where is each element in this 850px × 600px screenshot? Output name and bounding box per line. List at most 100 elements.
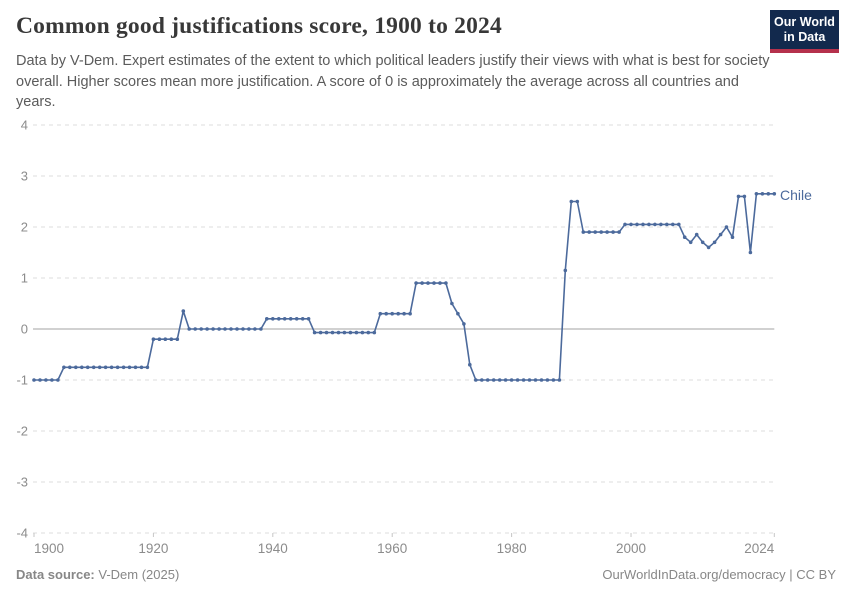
entity-label-chile[interactable]: Chile [780,187,812,203]
data-point-1933[interactable] [229,327,233,331]
data-point-1919[interactable] [145,365,150,370]
data-point-1936[interactable] [247,327,251,331]
data-point-1928[interactable] [199,327,203,331]
data-point-1913[interactable] [109,365,114,370]
data-point-1948[interactable] [318,330,323,335]
data-point-1908[interactable] [80,365,84,370]
data-point-2005[interactable] [659,222,663,227]
data-point-1976[interactable] [485,378,490,382]
data-point-1990[interactable] [569,199,574,204]
data-point-2024[interactable] [772,192,777,196]
data-point-2013[interactable] [706,245,711,250]
data-point-1985[interactable] [539,378,544,382]
data-point-2021[interactable] [754,192,759,196]
data-point-1951[interactable] [336,330,341,335]
data-point-1930[interactable] [211,327,215,331]
data-point-1904[interactable] [56,378,60,382]
data-point-1974[interactable] [474,378,478,382]
data-point-1900[interactable] [32,378,36,382]
data-point-1907[interactable] [74,365,78,370]
data-point-2006[interactable] [665,222,669,227]
data-point-1927[interactable] [193,327,197,331]
data-point-1954[interactable] [354,330,359,335]
data-point-1973[interactable] [468,362,472,367]
data-point-1938[interactable] [259,327,263,331]
data-point-1967[interactable] [432,281,436,285]
data-point-2016[interactable] [724,225,729,229]
data-point-1915[interactable] [121,365,126,370]
data-point-1959[interactable] [384,311,389,316]
data-point-1981[interactable] [515,378,520,382]
data-point-1944[interactable] [294,317,299,321]
data-point-1932[interactable] [223,327,227,331]
data-point-2014[interactable] [712,240,717,245]
data-point-1905[interactable] [62,365,66,370]
owid-logo[interactable]: Our World in Data [770,10,839,53]
data-point-1970[interactable] [450,301,454,306]
data-point-1958[interactable] [378,311,383,316]
data-point-1912[interactable] [103,365,108,370]
data-point-1996[interactable] [605,230,609,234]
data-point-1920[interactable] [151,337,156,342]
data-point-1942[interactable] [282,317,287,321]
data-point-1963[interactable] [408,311,412,316]
data-point-1941[interactable] [277,317,281,321]
data-point-2012[interactable] [700,240,705,245]
data-point-1922[interactable] [163,337,168,342]
data-point-1995[interactable] [599,230,603,234]
data-point-1992[interactable] [581,230,586,234]
data-point-2015[interactable] [718,232,723,237]
data-point-1961[interactable] [396,311,401,316]
data-point-1914[interactable] [115,365,120,370]
data-point-1934[interactable] [235,327,239,331]
data-point-1972[interactable] [462,322,466,326]
data-point-1935[interactable] [241,327,245,331]
data-point-1945[interactable] [300,317,305,321]
data-point-2018[interactable] [736,194,741,199]
data-point-1902[interactable] [44,378,48,382]
data-point-2022[interactable] [760,192,765,196]
data-point-1986[interactable] [545,378,550,382]
data-point-1929[interactable] [205,327,209,331]
data-point-1982[interactable] [521,378,526,382]
data-point-2001[interactable] [635,222,639,227]
data-point-1962[interactable] [402,311,406,316]
data-point-1960[interactable] [390,311,395,316]
data-point-1997[interactable] [611,230,615,234]
data-point-2002[interactable] [641,222,645,227]
data-point-1975[interactable] [480,378,484,382]
data-point-2020[interactable] [748,250,753,255]
data-point-1994[interactable] [593,230,597,234]
data-point-2003[interactable] [647,222,651,227]
data-point-1917[interactable] [133,365,138,370]
data-point-1903[interactable] [50,378,54,382]
data-point-1952[interactable] [342,330,347,335]
data-point-1943[interactable] [288,317,293,321]
data-point-1989[interactable] [563,268,568,273]
data-point-1977[interactable] [491,378,496,382]
data-point-1901[interactable] [38,378,42,382]
data-point-1924[interactable] [175,337,180,342]
data-point-1983[interactable] [527,378,532,382]
chile-series-line[interactable] [34,193,775,381]
data-point-1957[interactable] [372,330,377,335]
data-point-1998[interactable] [617,230,621,234]
data-point-1911[interactable] [97,365,102,370]
data-point-1925[interactable] [181,309,186,313]
data-point-1923[interactable] [169,337,174,342]
data-point-2004[interactable] [653,222,657,227]
data-point-1980[interactable] [509,378,514,382]
data-point-2017[interactable] [730,235,735,239]
data-point-1968[interactable] [438,281,442,285]
data-point-1918[interactable] [139,365,144,370]
data-point-1969[interactable] [444,281,448,285]
data-point-1991[interactable] [575,199,580,204]
data-point-1993[interactable] [587,230,591,234]
data-point-1999[interactable] [623,222,627,227]
data-point-1940[interactable] [271,317,275,321]
data-point-1965[interactable] [420,281,424,285]
data-point-1966[interactable] [426,281,430,285]
data-point-1979[interactable] [503,378,508,382]
data-point-1956[interactable] [366,330,371,335]
data-point-1910[interactable] [91,365,96,370]
